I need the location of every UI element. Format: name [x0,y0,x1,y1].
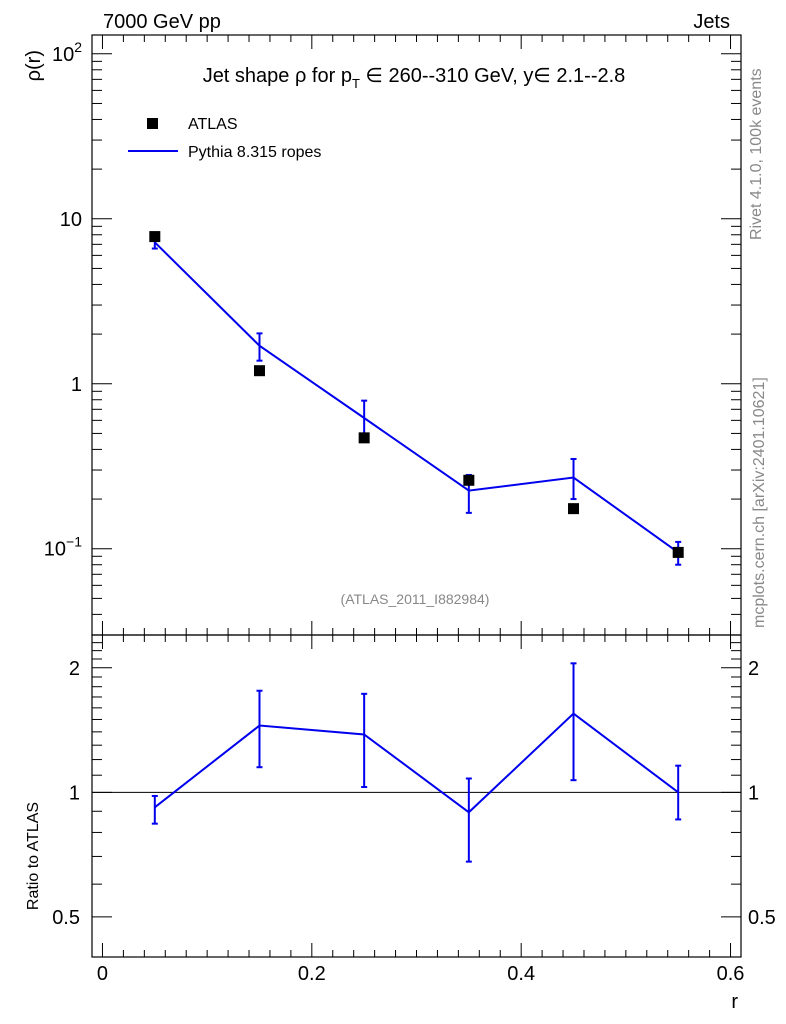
ratio-y-axis-label: Ratio to ATLAS [25,802,42,910]
ratio-series [92,662,741,863]
header-right: Jets [693,11,730,33]
ratio-y-tick-label-left: 1 [69,782,80,804]
analysis-id-watermark: (ATLAS_2011_I882984) [341,591,490,607]
ratio-y-ticks [92,634,741,958]
x-tick-label: 0.4 [507,963,535,985]
legend: ATLAS Pythia 8.315 ropes [128,116,321,161]
main-series [149,231,684,566]
legend-mc-label: Pythia 8.315 ropes [188,144,321,161]
main-y-ticks [92,53,741,636]
ratio-y-tick-label-right: 2 [748,658,759,680]
legend-atlas-label: ATLAS [188,116,238,133]
mcplots-label: mcplots.cern.ch [arXiv:2401.10621] [751,377,768,628]
ratio-x-ticks [101,635,732,957]
main-panel: 102 10 1 10−1 Jet shape ρ for pT ∈ 260--310… [23,34,742,636]
atlas-data-point [672,546,684,558]
chart-title: Jet shape ρ for pT ∈ 260--310 GeV, y∈ 2.… [203,65,626,91]
atlas-data-point [358,432,370,444]
main-y-tick-label: 10−1 [44,534,82,561]
main-y-tick-label: 102 [52,39,82,66]
atlas-data-point [568,503,580,515]
main-x-ticks [101,35,732,635]
main-y-tick-labels: 102 10 1 10−1 [44,39,82,561]
ratio-panel: 2 2 1 1 0.5 0.5 0 0.2 0.4 0.6 Ratio to ATLAS r [25,634,776,1013]
ratio-y-tick-label-left: 2 [69,658,80,680]
main-y-tick-label: 1 [71,374,82,396]
legend-atlas-marker [147,118,158,129]
x-tick-label: 0 [97,963,108,985]
x-tick-label: 0.2 [298,963,326,985]
ratio-y-tick-label-left: 0.5 [52,907,80,929]
main-y-tick-label: 10 [60,209,82,231]
main-y-axis-label: ρ(r) [23,50,45,81]
ratio-x-tick-labels: 0 0.2 0.4 0.6 [97,963,745,985]
atlas-data-point [149,231,161,243]
rivet-label: Rivet 4.1.0, 100k events [748,68,765,240]
ratio-y-tick-label-right: 0.5 [748,907,776,929]
ratio-y-tick-label-right: 1 [748,782,759,804]
x-axis-label: r [731,991,738,1013]
ratio-series-line [154,712,679,814]
ratio-plot-frame [91,634,742,958]
x-tick-label: 0.6 [717,963,745,985]
atlas-data-point [463,474,475,486]
ratio-y-tick-labels: 2 2 1 1 0.5 0.5 [52,658,776,929]
atlas-data-point [253,365,265,377]
header-left: 7000 GeV pp [103,11,221,33]
mc-series-line [154,241,679,554]
